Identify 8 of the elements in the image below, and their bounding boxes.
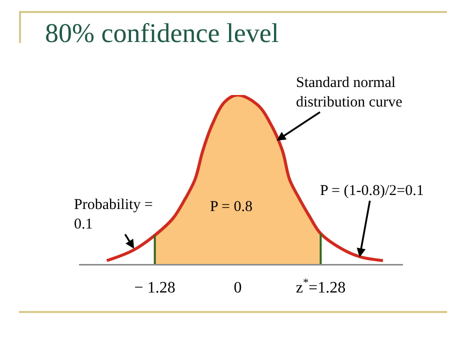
annotation: P = (1-0.8)/2=0.1 [320,183,424,199]
x-tick-label: z$^{*}$=1.28 [296,276,346,297]
annotation: Standard normal distribution curve [296,75,403,110]
annotation: P = 0.8 [210,199,252,215]
annotation: Probability = 0.1 [74,197,153,232]
chart-title: 80% confidence level [45,18,279,48]
x-tick-label: − 1.28 [134,280,176,297]
x-tick-label: 0 [234,280,242,297]
